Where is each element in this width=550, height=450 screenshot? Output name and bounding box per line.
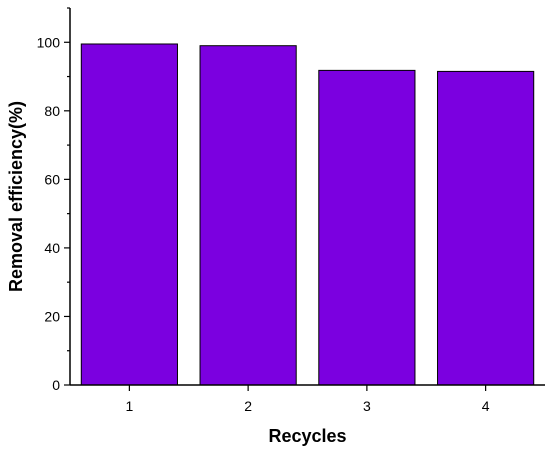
y-tick-label: 20 [44,308,60,324]
y-axis-title: Removal efficiency(%) [6,101,26,292]
x-tick-label: 1 [125,398,133,414]
y-tick-label: 40 [44,240,60,256]
y-tick-label: 0 [52,377,60,393]
x-tick-label: 4 [482,398,490,414]
x-axis-title: Recycles [268,426,346,446]
y-tick-label: 80 [44,103,60,119]
axes-group [64,7,545,391]
bar-1 [80,43,178,386]
y-tick-label: 60 [44,171,60,187]
x-tick-label: 2 [244,398,252,414]
labels-group: 0 20 40 60 80 100 1 2 3 4 [37,34,490,414]
x-tick-label: 3 [363,398,371,414]
y-tick-label: 100 [37,34,61,50]
bars-group [80,43,535,386]
bar-4 [437,70,535,386]
bar-2 [199,45,297,386]
bar-3 [318,69,416,386]
